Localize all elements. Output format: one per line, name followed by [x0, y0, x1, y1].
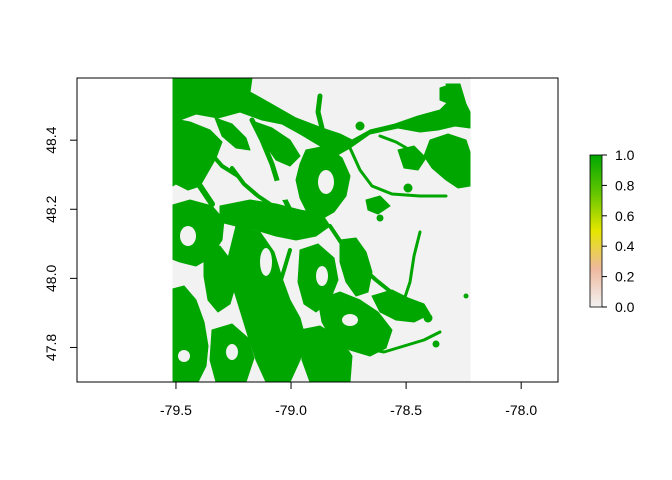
x-tick-label: -79.5 — [160, 402, 192, 418]
legend-tick-label: 0.4 — [615, 238, 635, 254]
y-tick-label: 48.4 — [43, 126, 59, 153]
x-tick-label: -78.0 — [505, 402, 537, 418]
legend-tick-label: 0.2 — [615, 269, 635, 285]
legend-tick-label: 1.0 — [615, 147, 635, 163]
y-tick-label: 48.2 — [43, 195, 59, 222]
x-tick-label: -78.5 — [390, 402, 422, 418]
raster-gaps — [178, 170, 358, 362]
y-axis: 47.8 48.0 48.2 48.4 — [43, 126, 78, 361]
legend-tick-label: 0.8 — [615, 177, 635, 193]
legend-colorbar — [589, 154, 603, 308]
legend-tick-label: 0.0 — [615, 299, 635, 315]
x-axis: -79.5 -79.0 -78.5 -78.0 — [160, 381, 537, 418]
x-tick-label: -79.0 — [275, 402, 307, 418]
legend: 0.0 0.2 0.4 0.6 0.8 1.0 — [589, 147, 635, 315]
y-tick-label: 47.8 — [43, 334, 59, 361]
y-tick-label: 48.0 — [43, 265, 59, 292]
legend-tick-label: 0.6 — [615, 208, 635, 224]
